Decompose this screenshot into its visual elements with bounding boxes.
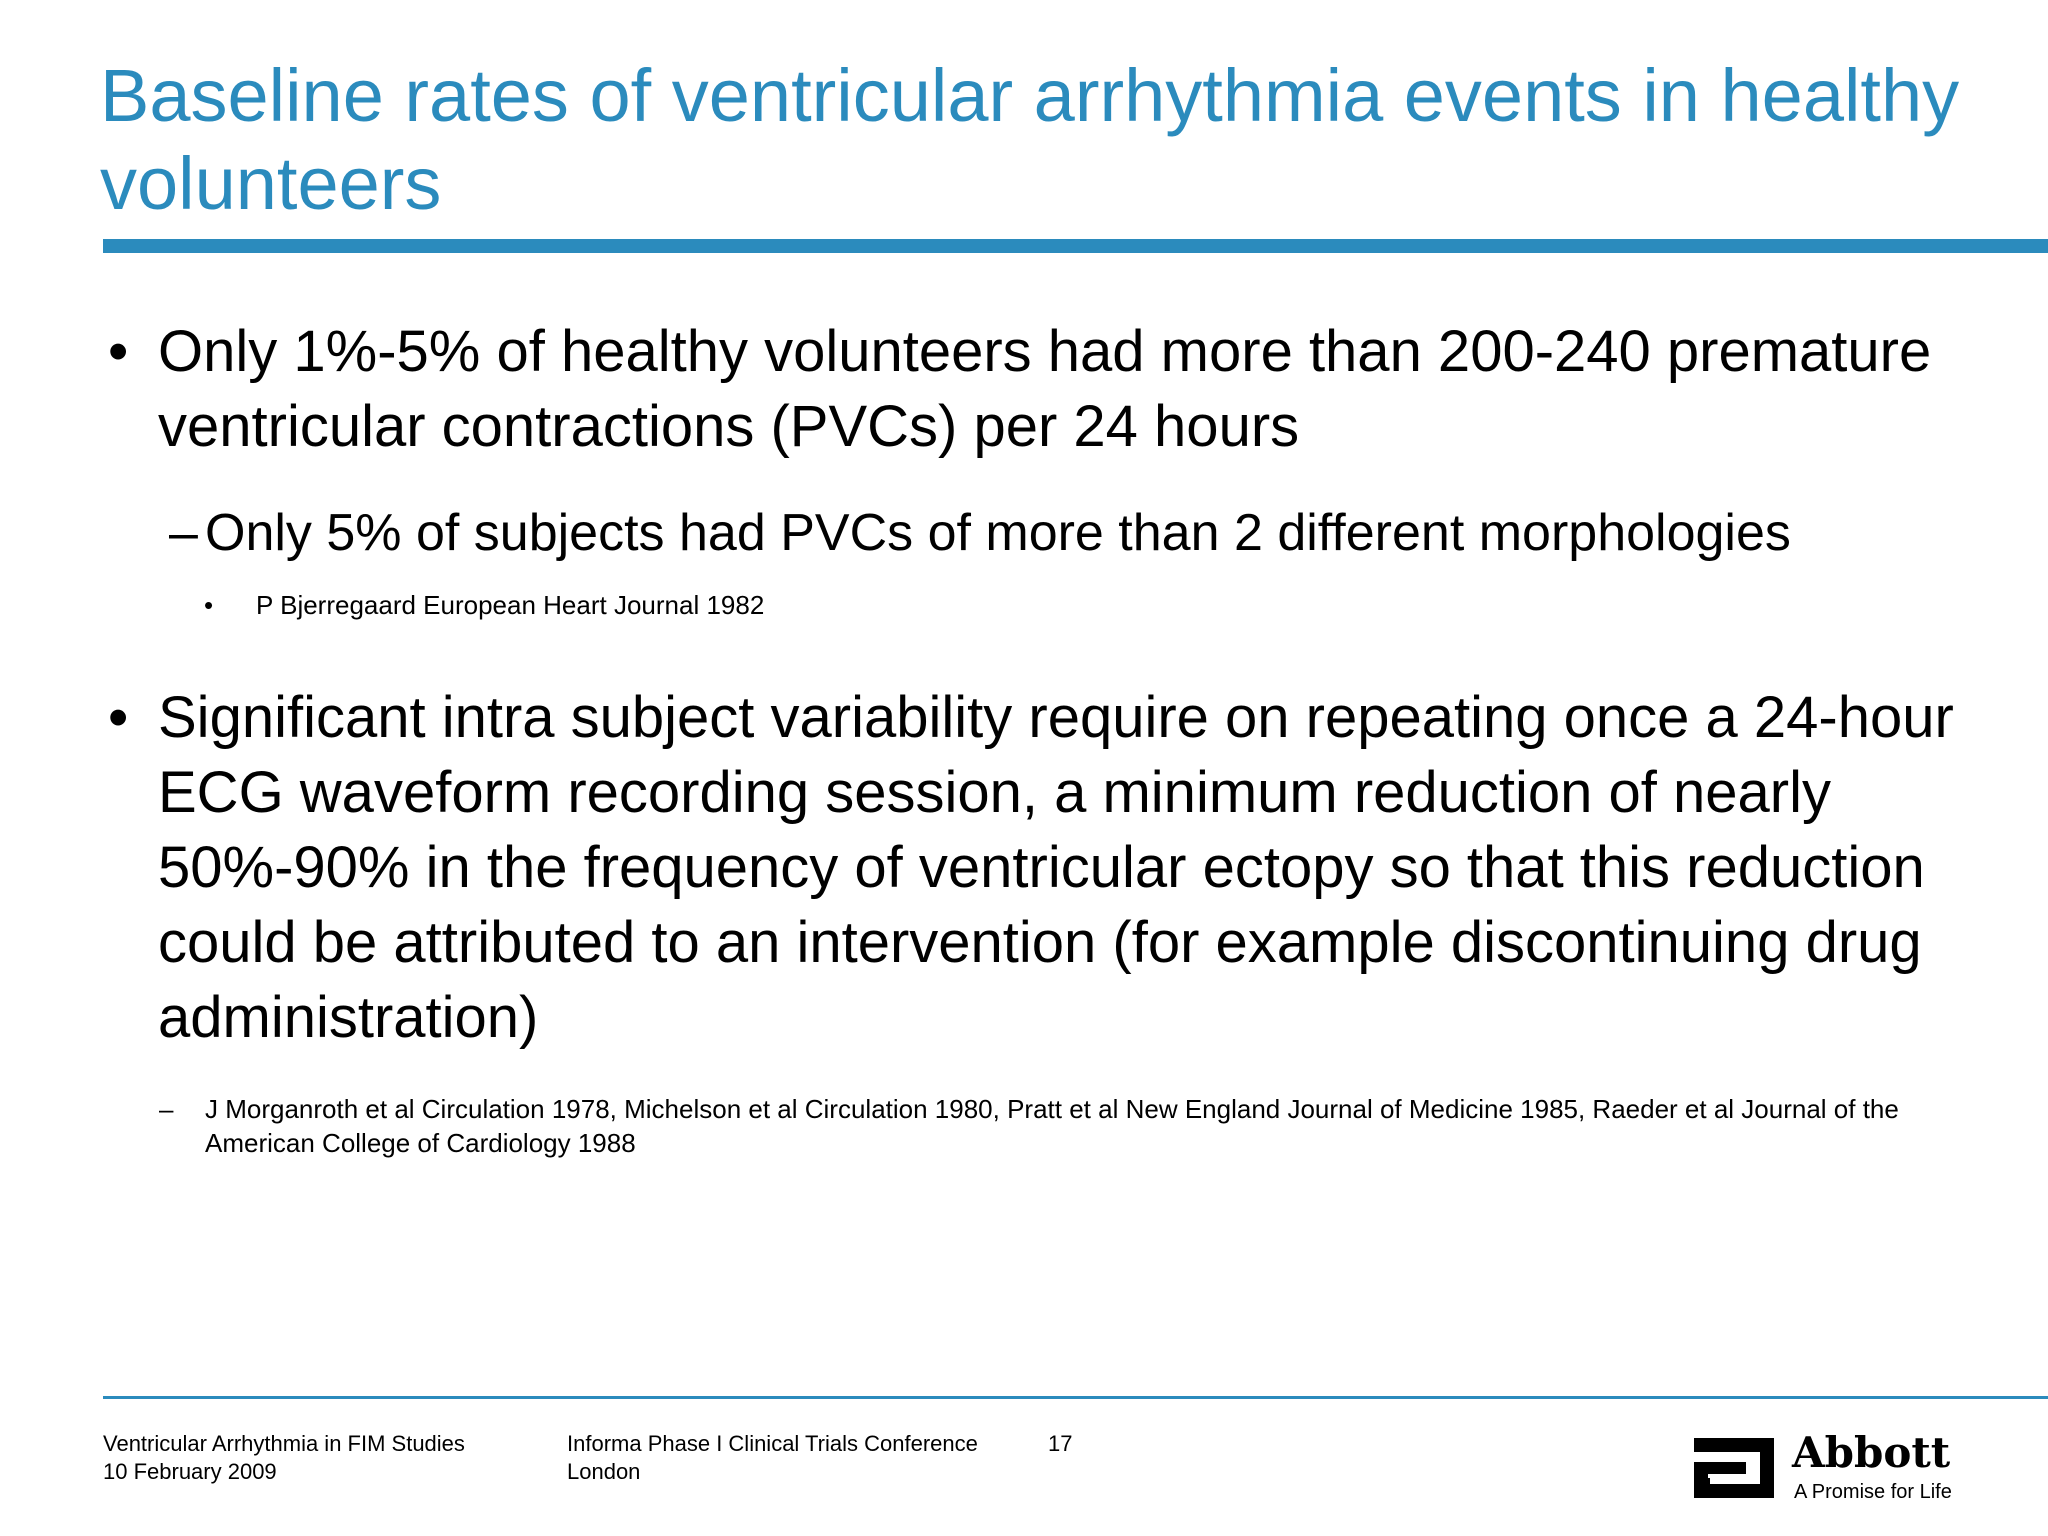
bullet-text: Only 1%-5% of healthy volunteers had mor…	[158, 319, 1932, 459]
bullet-marker: •	[108, 319, 129, 384]
bullet-text: Significant intra subject variability re…	[158, 685, 1954, 1050]
footer-divider	[103, 1396, 2048, 1399]
reference-text: J Morganroth et al Circulation 1978, Mic…	[205, 1094, 1899, 1158]
sub-bullet-marker: –	[169, 504, 198, 562]
reference-marker: –	[159, 1094, 174, 1124]
footer-conference-name: Informa Phase I Clinical Trials Conferen…	[567, 1431, 978, 1456]
abbott-tagline: A Promise for Life	[1794, 1481, 1952, 1503]
abbott-wordmark: Abbott	[1792, 1428, 1951, 1477]
abbott-logo-icon	[1694, 1438, 1774, 1498]
page-number: 17	[1048, 1431, 1073, 1456]
abbott-logo: Abbott A Promise for Life	[1690, 1428, 1960, 1504]
title-divider	[103, 239, 2048, 253]
reference-marker: •	[204, 590, 214, 620]
footer-presentation-title: Ventricular Arrhythmia in FIM Studies	[103, 1431, 465, 1456]
footer-location: London	[567, 1459, 641, 1484]
slide-title: Baseline rates of ventricular arrhythmia…	[100, 54, 1960, 225]
bullet-marker: •	[108, 685, 129, 750]
footer-date: 10 February 2009	[103, 1459, 277, 1484]
footer-presentation-info: Ventricular Arrhythmia in FIM Studies 10…	[103, 1430, 465, 1486]
sub-bullet-text: Only 5% of subjects had PVCs of more tha…	[205, 504, 1791, 562]
reference-text: P Bjerregaard European Heart Journal 198…	[256, 590, 765, 620]
footer-conference-info: Informa Phase I Clinical Trials Conferen…	[567, 1430, 978, 1486]
